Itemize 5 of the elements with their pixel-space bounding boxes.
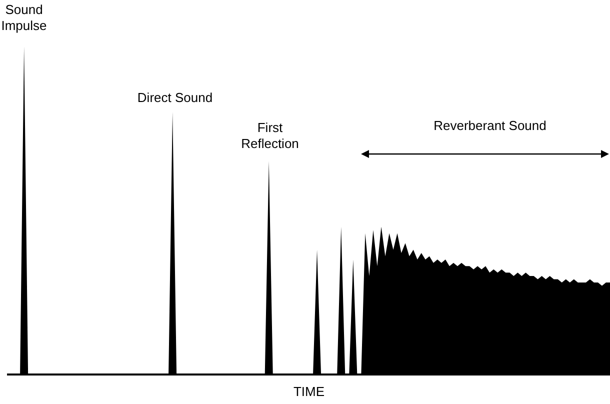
annotation: Reverberant Sound <box>432 118 548 134</box>
x-axis-title: TIME <box>293 384 325 399</box>
annotation: First Reflection <box>240 120 300 152</box>
text: Sound Impulse <box>0 2 48 34</box>
annotation: Direct Sound <box>136 90 214 106</box>
